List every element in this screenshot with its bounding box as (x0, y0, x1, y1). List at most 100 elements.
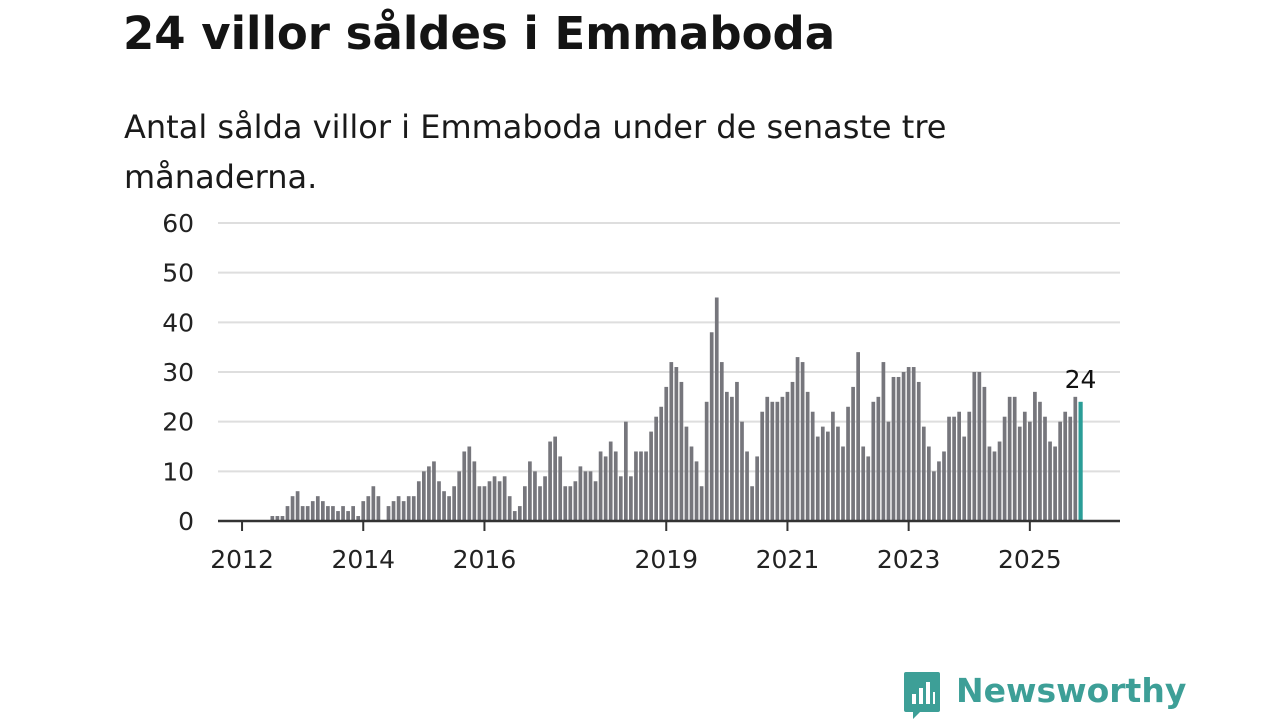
bar (1068, 416, 1073, 521)
bar (492, 476, 497, 521)
bar (1028, 421, 1032, 521)
bar (851, 386, 855, 521)
bar (997, 441, 1002, 521)
chart-subtitle: Antal sålda villor i Emmaboda under de s… (124, 108, 947, 196)
bar (780, 396, 785, 521)
bar (805, 391, 810, 521)
bar (947, 416, 951, 521)
bar (1012, 396, 1017, 521)
bar (1017, 426, 1022, 521)
x-tick-label: 2021 (756, 545, 820, 574)
bar (704, 401, 709, 521)
bar (669, 362, 674, 521)
bar (856, 352, 860, 521)
bar (810, 411, 815, 521)
bar (725, 391, 729, 521)
bar (588, 471, 593, 521)
bar (1002, 416, 1007, 521)
bar (952, 416, 956, 521)
bar (896, 376, 901, 521)
x-tick-label: 2014 (331, 545, 395, 574)
bar (310, 501, 315, 521)
bar (528, 461, 532, 521)
bar (972, 372, 977, 521)
bar (538, 486, 542, 521)
bar (760, 411, 765, 521)
bar (583, 471, 588, 521)
bar (447, 496, 451, 521)
bar (351, 506, 355, 521)
bar (679, 381, 684, 521)
bar (487, 481, 492, 521)
bar (346, 511, 350, 521)
bar (629, 476, 633, 521)
bar (548, 441, 552, 521)
bar (740, 421, 744, 521)
bar (523, 486, 527, 521)
bar (497, 481, 502, 521)
brand-name: Newsworthy (956, 671, 1187, 710)
bar (275, 516, 280, 521)
bar (785, 391, 790, 521)
bar (416, 481, 421, 521)
bar (578, 466, 583, 521)
bar (800, 362, 805, 521)
bar (1058, 421, 1062, 521)
bar (472, 461, 477, 521)
bar (871, 401, 876, 521)
y-tick-label: 20 (162, 408, 194, 437)
bar-highlight (1078, 401, 1083, 521)
x-tick-label: 2023 (877, 545, 941, 574)
bar (684, 426, 689, 521)
bar (755, 456, 759, 521)
bar (517, 506, 522, 521)
bar (639, 451, 643, 521)
bar (911, 367, 916, 521)
bar (826, 431, 830, 521)
bar (593, 481, 598, 521)
bar (1063, 411, 1068, 521)
bar (932, 471, 936, 521)
bar (795, 357, 800, 521)
bar (820, 426, 825, 521)
y-tick-label: 30 (162, 358, 194, 387)
bar (442, 491, 446, 521)
bar (775, 401, 780, 521)
x-tick-label: 2019 (634, 545, 698, 574)
bar (750, 486, 754, 521)
x-tick-label: 2012 (210, 545, 274, 574)
bar (644, 451, 648, 521)
bar (1022, 411, 1027, 521)
bar (467, 446, 472, 521)
bar (1048, 441, 1052, 521)
bar (603, 456, 608, 521)
bar (937, 461, 941, 521)
bar (831, 411, 835, 521)
bars (270, 297, 1083, 521)
bar (618, 476, 623, 521)
bar (295, 491, 300, 521)
bar (957, 411, 961, 521)
bar (1073, 396, 1078, 521)
highlight-value-label: 24 (1065, 365, 1097, 394)
bar (432, 461, 436, 521)
bar (790, 381, 795, 521)
y-tick-label: 0 (178, 507, 194, 536)
bar (563, 486, 568, 521)
bar (689, 446, 694, 521)
bar (977, 372, 982, 521)
bar (699, 486, 704, 521)
bar (962, 436, 967, 521)
bar (305, 506, 310, 521)
x-tick-label: 2016 (453, 545, 517, 574)
bar (709, 332, 714, 521)
bar (326, 506, 330, 521)
bar (553, 436, 557, 521)
bar (321, 501, 325, 521)
bar (573, 481, 578, 521)
bar (861, 446, 866, 521)
bar (634, 451, 638, 521)
bar (280, 516, 285, 521)
bar (482, 486, 487, 521)
bar (608, 441, 613, 521)
